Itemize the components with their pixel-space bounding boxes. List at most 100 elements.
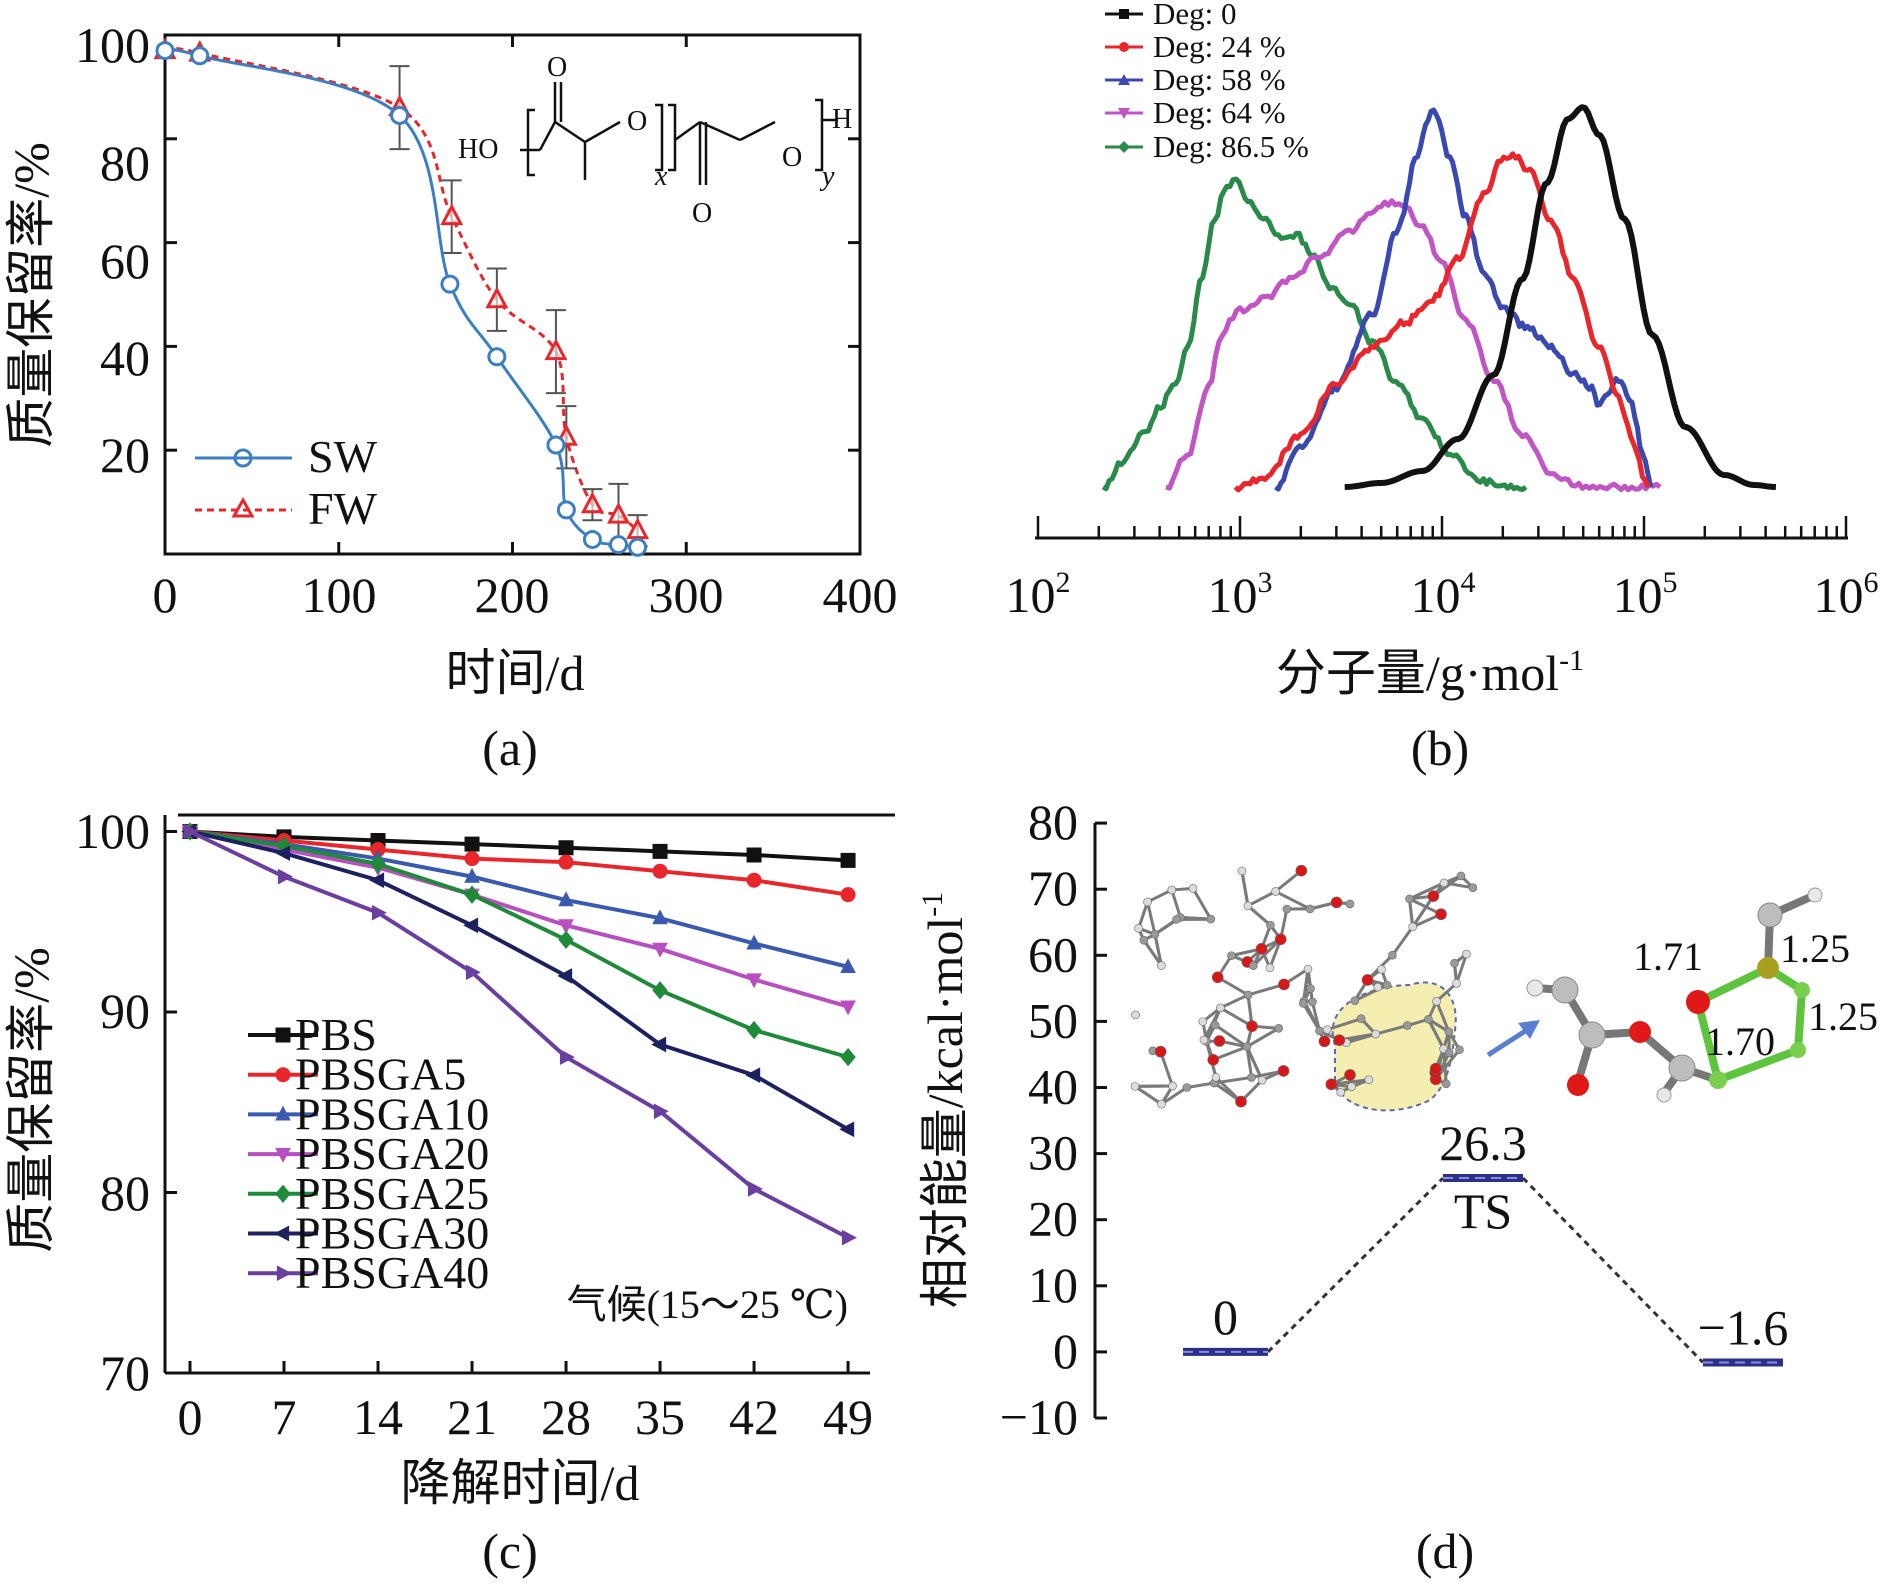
data-point-fw bbox=[485, 286, 509, 309]
series-deg-2 bbox=[1274, 107, 1654, 492]
arrow-head bbox=[1518, 1020, 1540, 1039]
cluster-bond bbox=[1246, 1027, 1280, 1049]
cluster-bond bbox=[1455, 953, 1468, 984]
series-line-pbsga10 bbox=[189, 829, 849, 969]
cluster-o-atom bbox=[1435, 908, 1447, 921]
bond-length-3: 1.25 bbox=[1808, 994, 1878, 1039]
panel-a-ylabel: 质量保留率/% bbox=[3, 142, 59, 448]
energy-level-value: 26.3 bbox=[1439, 1115, 1527, 1171]
chem-o-3: O bbox=[692, 198, 712, 229]
cluster-bond bbox=[1326, 1017, 1362, 1032]
data-point-pbsga10 bbox=[464, 867, 480, 883]
energy-level-value: −1.6 bbox=[1698, 1299, 1789, 1355]
cluster-bond bbox=[1427, 1018, 1445, 1050]
cluster-bond bbox=[1240, 870, 1250, 907]
cluster-atom bbox=[1439, 878, 1449, 888]
data-point-sw bbox=[190, 46, 210, 66]
cluster-bond bbox=[1435, 982, 1458, 1003]
series-line-pbsga5 bbox=[189, 829, 849, 897]
ts-h-5 bbox=[1794, 982, 1810, 998]
cluster-atom bbox=[1266, 920, 1275, 930]
data-point-pbsga40 bbox=[747, 1181, 763, 1197]
energy-level-2: −1.6 bbox=[1698, 1299, 1789, 1367]
data-point-sw bbox=[628, 537, 648, 557]
cluster-atom bbox=[1315, 1026, 1324, 1036]
cluster-atom bbox=[1322, 1025, 1332, 1034]
cluster-o-atom bbox=[1255, 943, 1268, 955]
cluster-atom bbox=[1405, 894, 1414, 904]
cluster-atom bbox=[1444, 1027, 1454, 1037]
panel-b-label: (b) bbox=[1411, 720, 1469, 776]
cluster-o-atom bbox=[1277, 1065, 1290, 1077]
chem-h: H bbox=[832, 104, 852, 135]
legend-label: PBSGA40 bbox=[295, 1247, 489, 1298]
panel-c-xtick-28: 28 bbox=[541, 1389, 591, 1445]
cluster-o-atom bbox=[1429, 1062, 1442, 1075]
panel-a-xlabel: 时间/d bbox=[446, 645, 585, 701]
cluster-o-atom bbox=[1235, 1095, 1247, 1108]
chem-subscript-x: x bbox=[654, 161, 668, 192]
panel-a-xtick-0: 0 bbox=[153, 567, 178, 623]
energy-level-0: 0 bbox=[1183, 1289, 1268, 1356]
data-point-fw bbox=[440, 203, 464, 226]
panel-b-legend: Deg: 0 Deg: 24 % Deg: 58 % Deg: 64 % Deg… bbox=[1105, 0, 1309, 164]
panel-b-ticks bbox=[1036, 516, 1848, 538]
data-point-pbs bbox=[558, 840, 574, 856]
cluster-bond bbox=[1408, 897, 1442, 916]
panel-b-plot bbox=[1101, 104, 1776, 493]
cluster-atom bbox=[1227, 951, 1236, 960]
cluster-bond bbox=[1274, 890, 1311, 911]
legend-label-fw: FW bbox=[308, 483, 378, 534]
series-line-pbs bbox=[189, 829, 849, 863]
energy-level-value: 0 bbox=[1213, 1289, 1238, 1345]
ts-o-3 bbox=[1686, 990, 1710, 1014]
panel-d-ytick-7: 60 bbox=[1028, 926, 1078, 982]
legend-marker-deg865 bbox=[1118, 141, 1130, 153]
chem-o-4: O bbox=[782, 142, 802, 173]
legend-label: PBSGA25 bbox=[295, 1168, 489, 1219]
cluster-atom bbox=[1243, 990, 1253, 1000]
cluster-bond bbox=[1137, 901, 1150, 929]
cluster-o-atom bbox=[1246, 1020, 1258, 1032]
panel-b-xtick-1e5: 105 bbox=[1613, 566, 1678, 623]
cluster-atom bbox=[1432, 997, 1441, 1006]
panel-a-chem-labels: HO O O O O H x y bbox=[458, 52, 852, 229]
cluster-bond bbox=[1252, 938, 1282, 967]
panel-d: −10 0 10 20 30 40 50 60 70 80 相对能量/kcal·mol-1 (d) bbox=[916, 794, 1878, 1579]
data-point-sw bbox=[440, 274, 460, 294]
panel-a-xtick-200: 200 bbox=[475, 567, 550, 623]
data-point-pbsga40 bbox=[371, 904, 387, 921]
ts-h-3 bbox=[1709, 1071, 1727, 1089]
panel-c-climate-note: 气候(15～25 ℃) bbox=[567, 1282, 848, 1327]
cluster-atom bbox=[1210, 1020, 1220, 1030]
data-point-pbsga30 bbox=[839, 1121, 855, 1138]
panel-b-xtick-labels: 102 103 104 105 106 bbox=[1006, 566, 1879, 623]
data-point-sw bbox=[155, 41, 175, 61]
cluster-atom bbox=[1199, 1035, 1209, 1045]
cluster-atom bbox=[1444, 1048, 1454, 1058]
energy-connector bbox=[1521, 1177, 1705, 1364]
panel-d-ytick-3: 20 bbox=[1028, 1191, 1078, 1247]
legend-label-deg64: Deg: 64 % bbox=[1153, 95, 1286, 130]
panel-c-xtick-14: 14 bbox=[353, 1389, 403, 1445]
cluster-o-atom bbox=[1325, 1078, 1338, 1091]
panel-d-ytick-8: 70 bbox=[1028, 860, 1078, 916]
cluster-bond bbox=[1186, 1081, 1215, 1089]
cluster-bond bbox=[1159, 1051, 1174, 1087]
cluster-atom bbox=[1388, 950, 1397, 960]
legend-item-pbsga25: PBSGA25 bbox=[248, 1168, 489, 1219]
cluster-atom bbox=[1450, 958, 1459, 968]
panel-d-ytick-5: 40 bbox=[1028, 1059, 1078, 1115]
panel-c-ytick-100: 100 bbox=[75, 803, 150, 859]
legend-label-deg865: Deg: 86.5 % bbox=[1153, 129, 1309, 164]
data-point-fw bbox=[544, 338, 568, 361]
cluster-atom bbox=[1216, 1003, 1225, 1013]
panel-c: 0 7 14 21 28 35 42 49 70 80 90 100 降解时间/… bbox=[3, 803, 895, 1579]
series-line-pbsga20 bbox=[189, 829, 849, 1009]
chem-o-2: O bbox=[627, 106, 647, 137]
panel-a-plot bbox=[153, 37, 650, 557]
data-point-pbsga40 bbox=[653, 1103, 669, 1120]
cluster-atom bbox=[1456, 871, 1466, 881]
data-point-pbsga25 bbox=[652, 981, 668, 1000]
